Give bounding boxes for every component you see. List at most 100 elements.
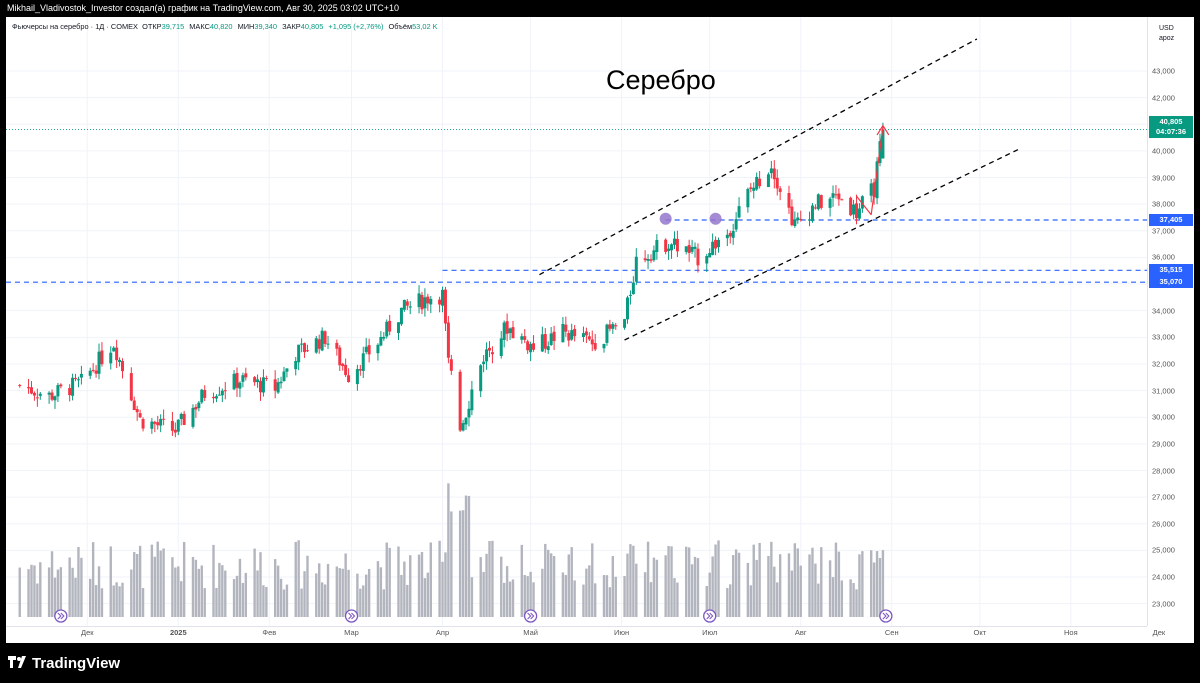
y-tick-label: 27,000: [1152, 492, 1175, 502]
candle-body: [708, 253, 712, 258]
currency-label[interactable]: USD apoz: [1159, 24, 1174, 44]
volume-bar: [221, 565, 224, 617]
volume-bar: [611, 556, 615, 617]
volume-bar: [849, 579, 852, 617]
candle-body: [32, 392, 36, 396]
candle-body: [320, 330, 324, 351]
volume-bar: [241, 582, 245, 617]
price-axis[interactable]: [1147, 17, 1194, 626]
volume-bar: [881, 550, 885, 617]
candle-body: [643, 258, 647, 261]
candle-body: [734, 219, 738, 230]
candle-body: [100, 350, 104, 365]
candle-body: [728, 233, 732, 237]
price-level-tag: 37,405: [1149, 213, 1193, 226]
candle-body: [461, 423, 465, 431]
volume-bar: [591, 543, 594, 617]
volume-bar: [403, 561, 406, 617]
candle-body: [405, 301, 409, 306]
chart-svg[interactable]: [6, 17, 1147, 626]
candle-body: [53, 396, 57, 401]
candle-body: [664, 239, 668, 252]
candle-body: [799, 218, 803, 220]
volume-bar: [276, 565, 280, 617]
volume-bar: [379, 567, 383, 617]
volume-bar: [400, 574, 403, 617]
volume-bar: [811, 547, 814, 617]
volume-bar: [773, 566, 776, 617]
volume-bar: [191, 556, 195, 617]
volume-bar: [687, 547, 691, 617]
volume-bar: [376, 561, 380, 617]
candle-body: [27, 387, 31, 389]
candle-body: [849, 197, 853, 216]
volume-bar: [341, 568, 344, 617]
candle-body: [766, 174, 770, 188]
candle-body: [235, 372, 239, 388]
y-tick-label: 43,000: [1152, 66, 1175, 76]
volume-bar: [467, 495, 471, 617]
candle-body: [670, 244, 674, 251]
volume-bar: [778, 554, 782, 617]
volume-bar: [532, 582, 535, 617]
candle-body: [446, 322, 450, 358]
volume-bar: [461, 510, 465, 617]
candle-body: [344, 364, 348, 376]
candle-body: [860, 196, 864, 209]
volume-bar: [820, 547, 823, 617]
y-tick-label: 28,000: [1152, 466, 1175, 475]
y-tick-label: 36,000: [1152, 252, 1175, 262]
candle-body: [396, 322, 400, 333]
volume-bar: [705, 585, 708, 617]
legend-low: 39,340: [254, 22, 278, 31]
time-axis[interactable]: [6, 626, 1147, 643]
volume-bar: [749, 585, 753, 617]
volume-bar: [450, 511, 453, 617]
volume-bar: [858, 554, 861, 617]
volume-bar: [852, 582, 855, 617]
chart-author-header: Mikhail_Vladivostok_Investor создал(а) г…: [0, 0, 1200, 17]
volume-bar: [500, 556, 503, 617]
tradingview-logo[interactable]: TradingView: [8, 655, 120, 672]
volume-bar: [315, 573, 318, 617]
volume-bar: [717, 540, 720, 617]
candle-body: [464, 417, 468, 425]
candle-body: [467, 408, 471, 418]
candle-body: [379, 336, 383, 346]
candle-body: [399, 307, 403, 325]
volume-bar: [326, 563, 330, 617]
candle-body: [402, 299, 406, 310]
candle-body: [253, 377, 257, 383]
volume-bar: [861, 551, 864, 617]
volume-bar: [112, 585, 115, 617]
candle-body: [714, 239, 718, 249]
volume-bar: [27, 569, 30, 617]
candle-body: [546, 346, 550, 351]
candle-body: [159, 418, 163, 426]
volume-bar: [33, 565, 36, 617]
candle-body: [132, 400, 136, 411]
volume-bar: [89, 578, 92, 617]
volume-bar: [109, 546, 112, 617]
volume-bar: [68, 557, 71, 617]
legend-close-label: ЗАКР: [282, 22, 301, 31]
chart-panel[interactable]: Фьючерсы на серебро · 1Д · COMEX ОТКР39,…: [6, 17, 1194, 643]
candle-body: [690, 246, 694, 252]
volume-bar: [726, 587, 729, 617]
x-tick-label: Авг: [794, 628, 807, 637]
volume-bar: [734, 549, 738, 617]
volume-bar: [814, 563, 817, 617]
candle-body: [347, 375, 351, 383]
candle-body: [297, 344, 301, 363]
legend-close: 40,805: [300, 22, 324, 31]
candle-body: [549, 333, 553, 345]
candle-body: [746, 188, 750, 208]
volume-bar: [364, 574, 368, 617]
candle-body: [388, 320, 392, 332]
candle-body: [508, 328, 512, 334]
candle-body: [426, 296, 430, 304]
plot-area[interactable]: Фьючерсы на серебро · 1Д · COMEX ОТКР39,…: [6, 17, 1147, 626]
candle-body: [532, 343, 536, 350]
volume-bar: [171, 557, 174, 617]
volume-bar: [646, 541, 650, 617]
